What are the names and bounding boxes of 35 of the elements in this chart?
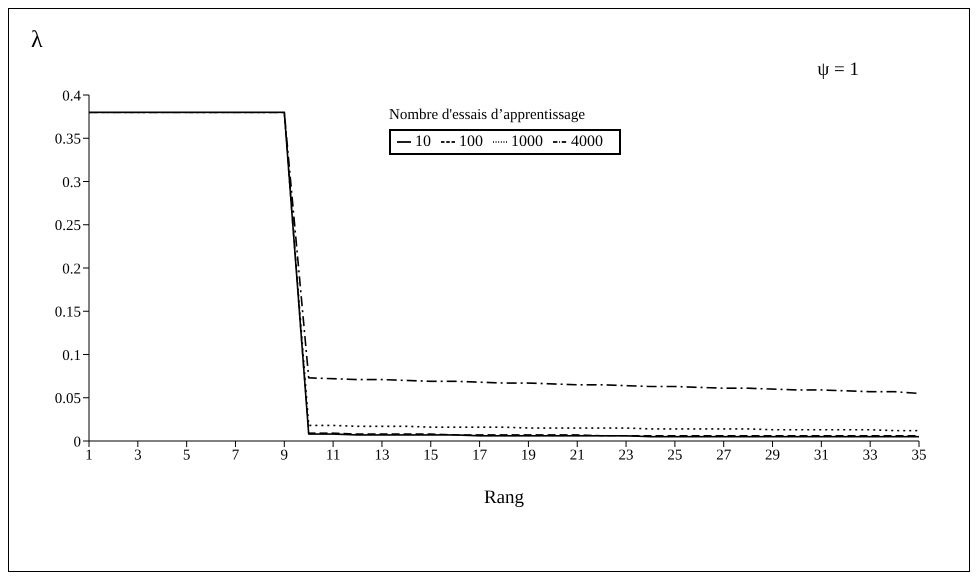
x-tick-label: 9 [280, 448, 288, 464]
legend-label: 1000 [511, 133, 543, 150]
x-tick-label: 1 [85, 448, 93, 464]
y-tick-label: 0.25 [54, 218, 81, 234]
x-tick-label: 21 [570, 448, 585, 464]
y-axis-title: λ [31, 27, 43, 54]
y-tick-label: 0 [74, 434, 81, 450]
x-tick-label: 25 [667, 448, 682, 464]
x-tick-label: 13 [374, 448, 390, 464]
x-tick-label: 3 [134, 448, 142, 464]
x-tick-label: 33 [862, 448, 878, 464]
x-tick-label: 5 [182, 448, 190, 464]
y-tick-label: 0.3 [62, 174, 81, 191]
text: ψ = 1 [817, 59, 859, 81]
y-tick-label: 0.1 [62, 348, 81, 364]
x-tick-label: 19 [520, 448, 536, 464]
y-tick-label: 0.2 [62, 261, 81, 278]
x-tick-label: 31 [814, 448, 829, 464]
y-tick-label: 0.35 [54, 132, 81, 148]
x-tick-label: 29 [765, 448, 780, 464]
x-tick-label: 27 [716, 448, 732, 464]
legend-label: 100 [459, 133, 483, 150]
x-tick-label: 15 [423, 448, 438, 464]
y-tick-label: 0.4 [62, 88, 82, 104]
x-tick-label: 35 [912, 448, 926, 464]
x-tick-label: 17 [472, 448, 488, 464]
legend-title: Nombre d'essais d’apprentissage [389, 107, 585, 124]
legend-label: 4000 [571, 133, 603, 150]
x-axis-title: Rang [484, 487, 525, 508]
y-tick-label: 0.05 [54, 391, 81, 408]
legend-label: 10 [415, 133, 431, 150]
x-tick-label: 23 [618, 448, 634, 464]
x-tick-label: 7 [232, 448, 240, 464]
x-tick-label: 11 [326, 448, 340, 464]
y-tick-label: 0.15 [54, 304, 81, 321]
